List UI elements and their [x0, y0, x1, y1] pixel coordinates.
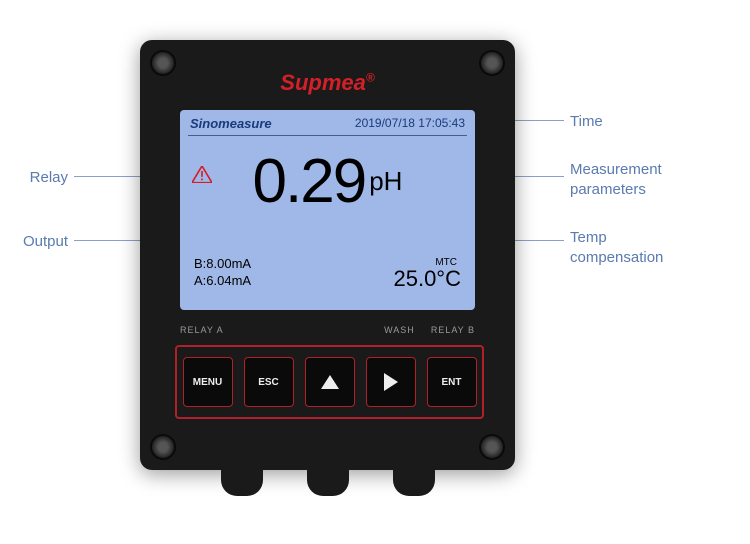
measurement-display: 0.29pH: [180, 146, 475, 217]
callout-time: Time: [570, 112, 603, 132]
callout-measurement: Measurement parameters: [570, 160, 662, 199]
up-button[interactable]: [305, 357, 355, 407]
callout-relay: Relay: [0, 168, 68, 188]
wash-label: WASH: [384, 325, 415, 335]
output-b: B:8.00mA: [194, 256, 251, 273]
measurement-unit: pH: [369, 166, 402, 196]
menu-button[interactable]: MENU: [183, 357, 233, 407]
ent-button[interactable]: ENT: [427, 357, 477, 407]
screen-brand: Sinomeasure: [190, 116, 272, 131]
screw: [479, 434, 505, 460]
connector: [221, 460, 263, 496]
button-panel: MENU ESC ENT: [175, 345, 484, 419]
esc-button[interactable]: ESC: [244, 357, 294, 407]
right-button[interactable]: [366, 357, 416, 407]
relay-a-label: RELAY A: [180, 325, 224, 335]
screen-datetime: 2019/07/18 17:05:43: [355, 116, 465, 131]
lcd-screen: Sinomeasure 2019/07/18 17:05:43 0.29pH B…: [180, 110, 475, 310]
temp-reading: MTC 25.0°C: [393, 258, 461, 290]
connector: [393, 460, 435, 496]
device-body: Supmea® Sinomeasure 2019/07/18 17:05:43 …: [140, 40, 515, 470]
output-a: A:6.04mA: [194, 273, 251, 290]
measurement-value: 0.29: [253, 147, 366, 216]
brand-label: Supmea®: [140, 70, 515, 96]
bottom-connectors: [140, 460, 515, 496]
relay-b-label: RELAY B: [431, 325, 475, 335]
output-readings: B:8.00mA A:6.04mA: [194, 256, 251, 290]
callout-output: Output: [0, 232, 68, 252]
relay-labels-row: RELAY A WASH RELAY B: [180, 325, 475, 335]
temp-value: 25.0°C: [393, 266, 461, 291]
callout-temp: Temp compensation: [570, 228, 663, 267]
connector: [307, 460, 349, 496]
screw: [150, 434, 176, 460]
